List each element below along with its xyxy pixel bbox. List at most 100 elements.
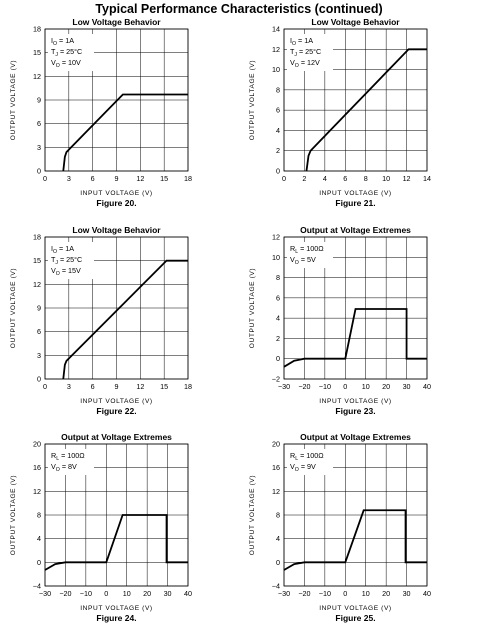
figure-caption: Figure 21.: [335, 198, 375, 208]
y-tick-label: 8: [276, 511, 280, 520]
y-tick-label: 8: [37, 511, 41, 520]
figure-caption: Figure 25.: [335, 613, 375, 623]
x-tick-label: 9: [115, 174, 119, 183]
chart-title: Low Voltage Behavior: [311, 17, 400, 27]
annotation-text: IO = 1A: [51, 36, 74, 47]
figure-caption: Figure 24.: [96, 613, 136, 623]
y-tick-label: 12: [272, 487, 280, 496]
plot-frame: [283, 236, 428, 380]
y-tick-label: 14: [272, 25, 280, 34]
x-tick-label: −10: [319, 382, 331, 391]
chart-figure-25: Output at Voltage Extremes −30 −20 −10 0 10 20…: [249, 432, 431, 623]
x-tick-label: 40: [423, 589, 431, 598]
x-tick-label: −20: [59, 589, 71, 598]
annotation-background: [287, 449, 333, 475]
y-tick-label: 9: [37, 96, 41, 105]
x-tick-label: 15: [160, 382, 168, 391]
y-tick-label: 0: [276, 167, 280, 176]
y-tick-label: −4: [272, 582, 280, 591]
y-tick-label: 3: [37, 143, 41, 152]
x-tick-label: 10: [123, 589, 131, 598]
x-tick-label: 4: [323, 174, 327, 183]
y-tick-label: 6: [37, 327, 41, 336]
x-tick-label: 10: [362, 589, 370, 598]
x-axis-label: INPUT VOLTAGE (V): [80, 190, 152, 197]
figure-caption: Figure 22.: [96, 406, 136, 416]
x-tick-label: 10: [382, 174, 390, 183]
x-tick-label: 0: [343, 589, 347, 598]
chart-panel-figure-22: Low Voltage Behavior 0 3 6 9 12 15 18 0 3 6 9 12 15 18…: [0, 222, 239, 430]
annotation-text: RL = 100Ω: [290, 451, 324, 462]
annotation-text: IO = 1A: [290, 36, 313, 47]
x-tick-label: 20: [382, 382, 390, 391]
chart-title: Output at Voltage Extremes: [300, 432, 411, 442]
y-tick-label: 16: [33, 463, 41, 472]
y-tick-label: 4: [276, 314, 280, 323]
series-line: [283, 308, 427, 368]
y-tick-label: 4: [276, 534, 280, 543]
series-line: [62, 259, 188, 380]
x-tick-label: 20: [382, 589, 390, 598]
x-tick-label: 40: [423, 382, 431, 391]
x-tick-label: 18: [184, 174, 192, 183]
chart-title: Output at Voltage Extremes: [61, 432, 172, 442]
chart-title: Output at Voltage Extremes: [300, 225, 411, 235]
y-tick-label: 12: [33, 280, 41, 289]
x-axis-label: INPUT VOLTAGE (V): [80, 605, 152, 612]
chart-panel-figure-20: Low Voltage Behavior 0 3 6 9 12 15 18 0 3 6 9 12 15 18…: [0, 14, 239, 222]
y-tick-label: 12: [272, 233, 280, 242]
chart-title: Low Voltage Behavior: [72, 17, 161, 27]
y-tick-label: 15: [33, 256, 41, 265]
y-tick-label: 6: [37, 119, 41, 128]
y-tick-label: 10: [272, 65, 280, 74]
y-tick-label: 18: [33, 233, 41, 242]
x-tick-label: −20: [298, 589, 310, 598]
series-line: [283, 509, 427, 571]
y-tick-label: 12: [33, 72, 41, 81]
x-tick-label: 14: [423, 174, 431, 183]
annotation-background: [287, 34, 333, 71]
annotation-text: VO = 15V: [51, 266, 81, 277]
x-tick-label: 6: [91, 174, 95, 183]
x-axis-label: INPUT VOLTAGE (V): [80, 398, 152, 405]
y-tick-label: 9: [37, 304, 41, 313]
x-tick-label: 2: [302, 174, 306, 183]
annotation-text: VO = 8V: [51, 462, 77, 473]
x-tick-label: −30: [39, 589, 51, 598]
y-tick-label: 0: [276, 558, 280, 567]
x-tick-label: 40: [184, 589, 192, 598]
x-axis-label: INPUT VOLTAGE (V): [319, 190, 391, 197]
x-tick-label: 6: [343, 174, 347, 183]
x-tick-label: 20: [143, 589, 151, 598]
plot-frame: [283, 28, 428, 172]
x-tick-label: 3: [67, 174, 71, 183]
y-tick-label: 4: [37, 534, 41, 543]
annotation-text: VO = 9V: [290, 462, 316, 473]
x-axis-label: INPUT VOLTAGE (V): [319, 605, 391, 612]
x-tick-label: 0: [43, 382, 47, 391]
x-tick-label: 30: [403, 589, 411, 598]
x-tick-label: 3: [67, 382, 71, 391]
x-tick-label: 30: [403, 382, 411, 391]
chart-panel-figure-25: Output at Voltage Extremes −30 −20 −10 0 10 20…: [239, 429, 478, 637]
x-tick-label: −10: [319, 589, 331, 598]
annotation-text: TJ = 25°C: [290, 47, 321, 58]
y-axis-label: OUTPUT VOLTAGE (V): [10, 475, 17, 555]
chart-figure-20: Low Voltage Behavior 0 3 6 9 12 15 18 0 3 6 9 12 15 18…: [10, 17, 192, 208]
y-tick-label: 20: [33, 440, 41, 449]
plot-frame: [44, 443, 189, 587]
annotation-background: [48, 242, 94, 279]
annotation-text: IO = 1A: [51, 244, 74, 255]
chart-panel-figure-21: Low Voltage Behavior 0 2 4 6 8 10 12 14 0 2 4 6 8 10 12…: [239, 14, 478, 222]
x-tick-label: 10: [362, 382, 370, 391]
y-tick-label: 3: [37, 351, 41, 360]
x-tick-label: −30: [278, 382, 290, 391]
x-tick-label: 12: [403, 174, 411, 183]
chart-panel-figure-24: Output at Voltage Extremes −30 −20 −10 0 10 20…: [0, 429, 239, 637]
y-tick-label: 0: [37, 167, 41, 176]
y-tick-label: 6: [276, 106, 280, 115]
y-tick-label: 8: [276, 273, 280, 282]
x-tick-label: 0: [343, 382, 347, 391]
y-axis-label: OUTPUT VOLTAGE (V): [249, 60, 256, 140]
x-tick-label: 6: [91, 382, 95, 391]
